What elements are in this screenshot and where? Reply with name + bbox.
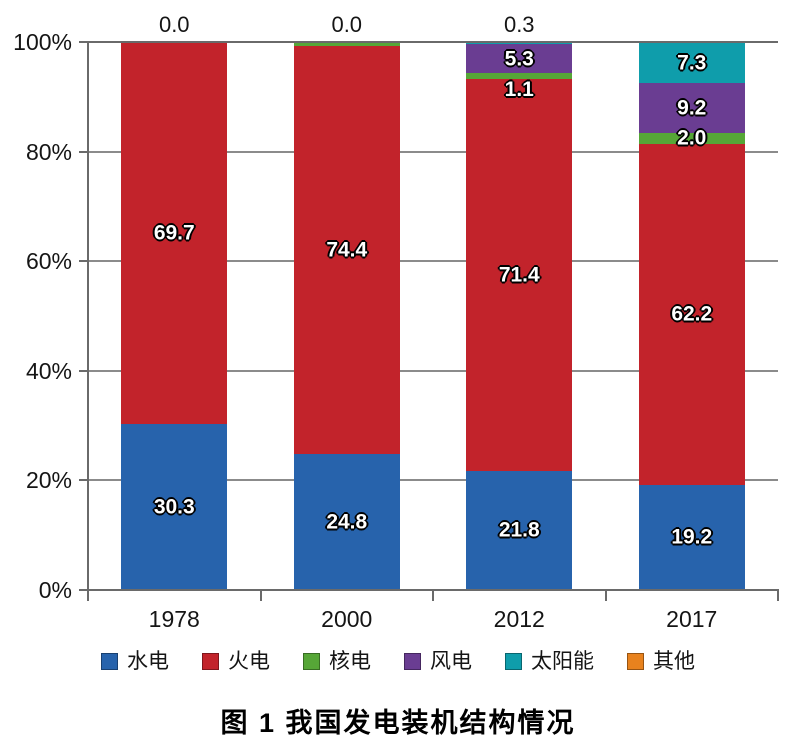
y-axis-line — [87, 42, 89, 600]
legend-swatch-icon — [303, 653, 320, 670]
legend-label: 核电 — [329, 650, 371, 673]
segment-label: 21.8 — [498, 518, 540, 542]
gridline-40% — [88, 369, 778, 372]
y-axis-label: 80% — [25, 138, 72, 165]
legend-label: 火电 — [228, 650, 270, 673]
segment-核电 — [293, 42, 400, 47]
legend-label: 风电 — [430, 650, 472, 673]
bar-2000: 24.8 74.4 0.0 — [293, 14, 400, 590]
legend-swatch-icon — [202, 653, 219, 670]
gridline-20% — [88, 479, 778, 482]
legend-swatch-icon — [505, 653, 522, 670]
y-axis-tick — [79, 589, 88, 591]
segment-label: 62.2 — [671, 302, 713, 326]
legend-label: 太阳能 — [531, 650, 594, 673]
y-axis-label: 100% — [13, 29, 72, 55]
segment-核电: 2.0 — [638, 128, 745, 149]
y-axis-label: 60% — [25, 248, 72, 275]
gridline-100% — [88, 41, 778, 43]
y-axis-tick — [79, 150, 88, 153]
segment-label: 9.2 — [677, 96, 707, 120]
bar-2017: 19.2 62.2 2.0 9.2 7.3 — [638, 42, 745, 590]
x-axis-label: 1978 — [148, 606, 200, 632]
segment-label: 71.4 — [498, 263, 540, 287]
legend-item-火电: 火电 — [202, 651, 270, 672]
segment-火电: 69.7 — [121, 42, 228, 424]
x-axis-tick — [604, 589, 607, 601]
legend-swatch-icon — [627, 653, 644, 670]
legend-item-风电: 风电 — [404, 651, 472, 672]
bar-2012: 21.8 71.4 1.1 5.3 0.3 — [466, 14, 573, 590]
segment-水电: 30.3 — [121, 423, 228, 590]
segment-label: 74.4 — [326, 238, 368, 262]
segment-核电: 1.1 — [466, 73, 573, 100]
legend-item-其他: 其他 — [627, 651, 695, 672]
above-bar-label: 0.0 — [331, 12, 363, 37]
segment-火电: 62.2 — [638, 143, 745, 485]
y-axis-label: 0% — [38, 577, 72, 603]
legend-item-太阳能: 太阳能 — [505, 651, 594, 672]
x-axis-tick — [432, 589, 434, 601]
segment-label: 5.3 — [504, 47, 534, 71]
segment-太阳能: 7.3 — [638, 42, 745, 83]
segment-太阳能 — [466, 42, 573, 45]
segment-风电: 9.2 — [638, 82, 745, 133]
legend-label: 水电 — [127, 650, 169, 673]
segment-label: 24.8 — [326, 510, 368, 534]
legend: 水电 火电 核电 风电 太阳能 其他 — [0, 651, 796, 672]
segment-水电: 21.8 — [466, 470, 573, 590]
gridline-60% — [88, 260, 778, 263]
segment-水电: 19.2 — [638, 484, 745, 590]
segment-label: 69.7 — [153, 221, 195, 245]
figure-caption: 图 1 我国发电装机结构情况 — [220, 708, 576, 738]
above-bar-label: 0.3 — [503, 12, 535, 37]
y-axis-tick — [79, 260, 88, 263]
gridline-80% — [88, 150, 778, 153]
x-axis-tick — [777, 589, 779, 601]
segment-label: 19.2 — [671, 525, 713, 549]
y-axis-label: 20% — [25, 467, 72, 494]
above-bar-label: 0.0 — [158, 12, 190, 37]
gridline-0% — [88, 589, 778, 591]
segment-label: 1.1 — [504, 78, 534, 102]
y-axis-label: 40% — [25, 357, 72, 384]
segment-label: 30.3 — [153, 495, 195, 519]
legend-item-水电: 水电 — [101, 651, 169, 672]
legend-swatch-icon — [101, 653, 118, 670]
segment-水电: 24.8 — [293, 454, 400, 590]
y-axis-tick — [79, 41, 88, 43]
legend-item-核电: 核电 — [303, 651, 371, 672]
y-axis-tick — [79, 369, 88, 372]
plot-area: 30.3 69.7 0.0 24.8 74.4 0.0 21.8 71.4 1.1 5.3 0.3 1… — [79, 14, 779, 601]
legend-swatch-icon — [404, 653, 421, 670]
segment-火电: 74.4 — [293, 46, 400, 455]
segment-风电: 5.3 — [466, 44, 573, 74]
segment-label: 7.3 — [677, 51, 707, 75]
segment-label: 2.0 — [677, 126, 707, 150]
x-axis-label: 2012 — [493, 606, 545, 632]
x-axis-label: 2017 — [666, 606, 718, 632]
bar-1978: 30.3 69.7 0.0 — [121, 14, 228, 590]
y-axis-tick — [79, 479, 88, 482]
legend-label: 其他 — [653, 650, 695, 673]
x-axis-tick — [259, 589, 262, 601]
segment-火电: 71.4 — [466, 79, 573, 471]
x-axis-label: 2000 — [321, 606, 373, 632]
